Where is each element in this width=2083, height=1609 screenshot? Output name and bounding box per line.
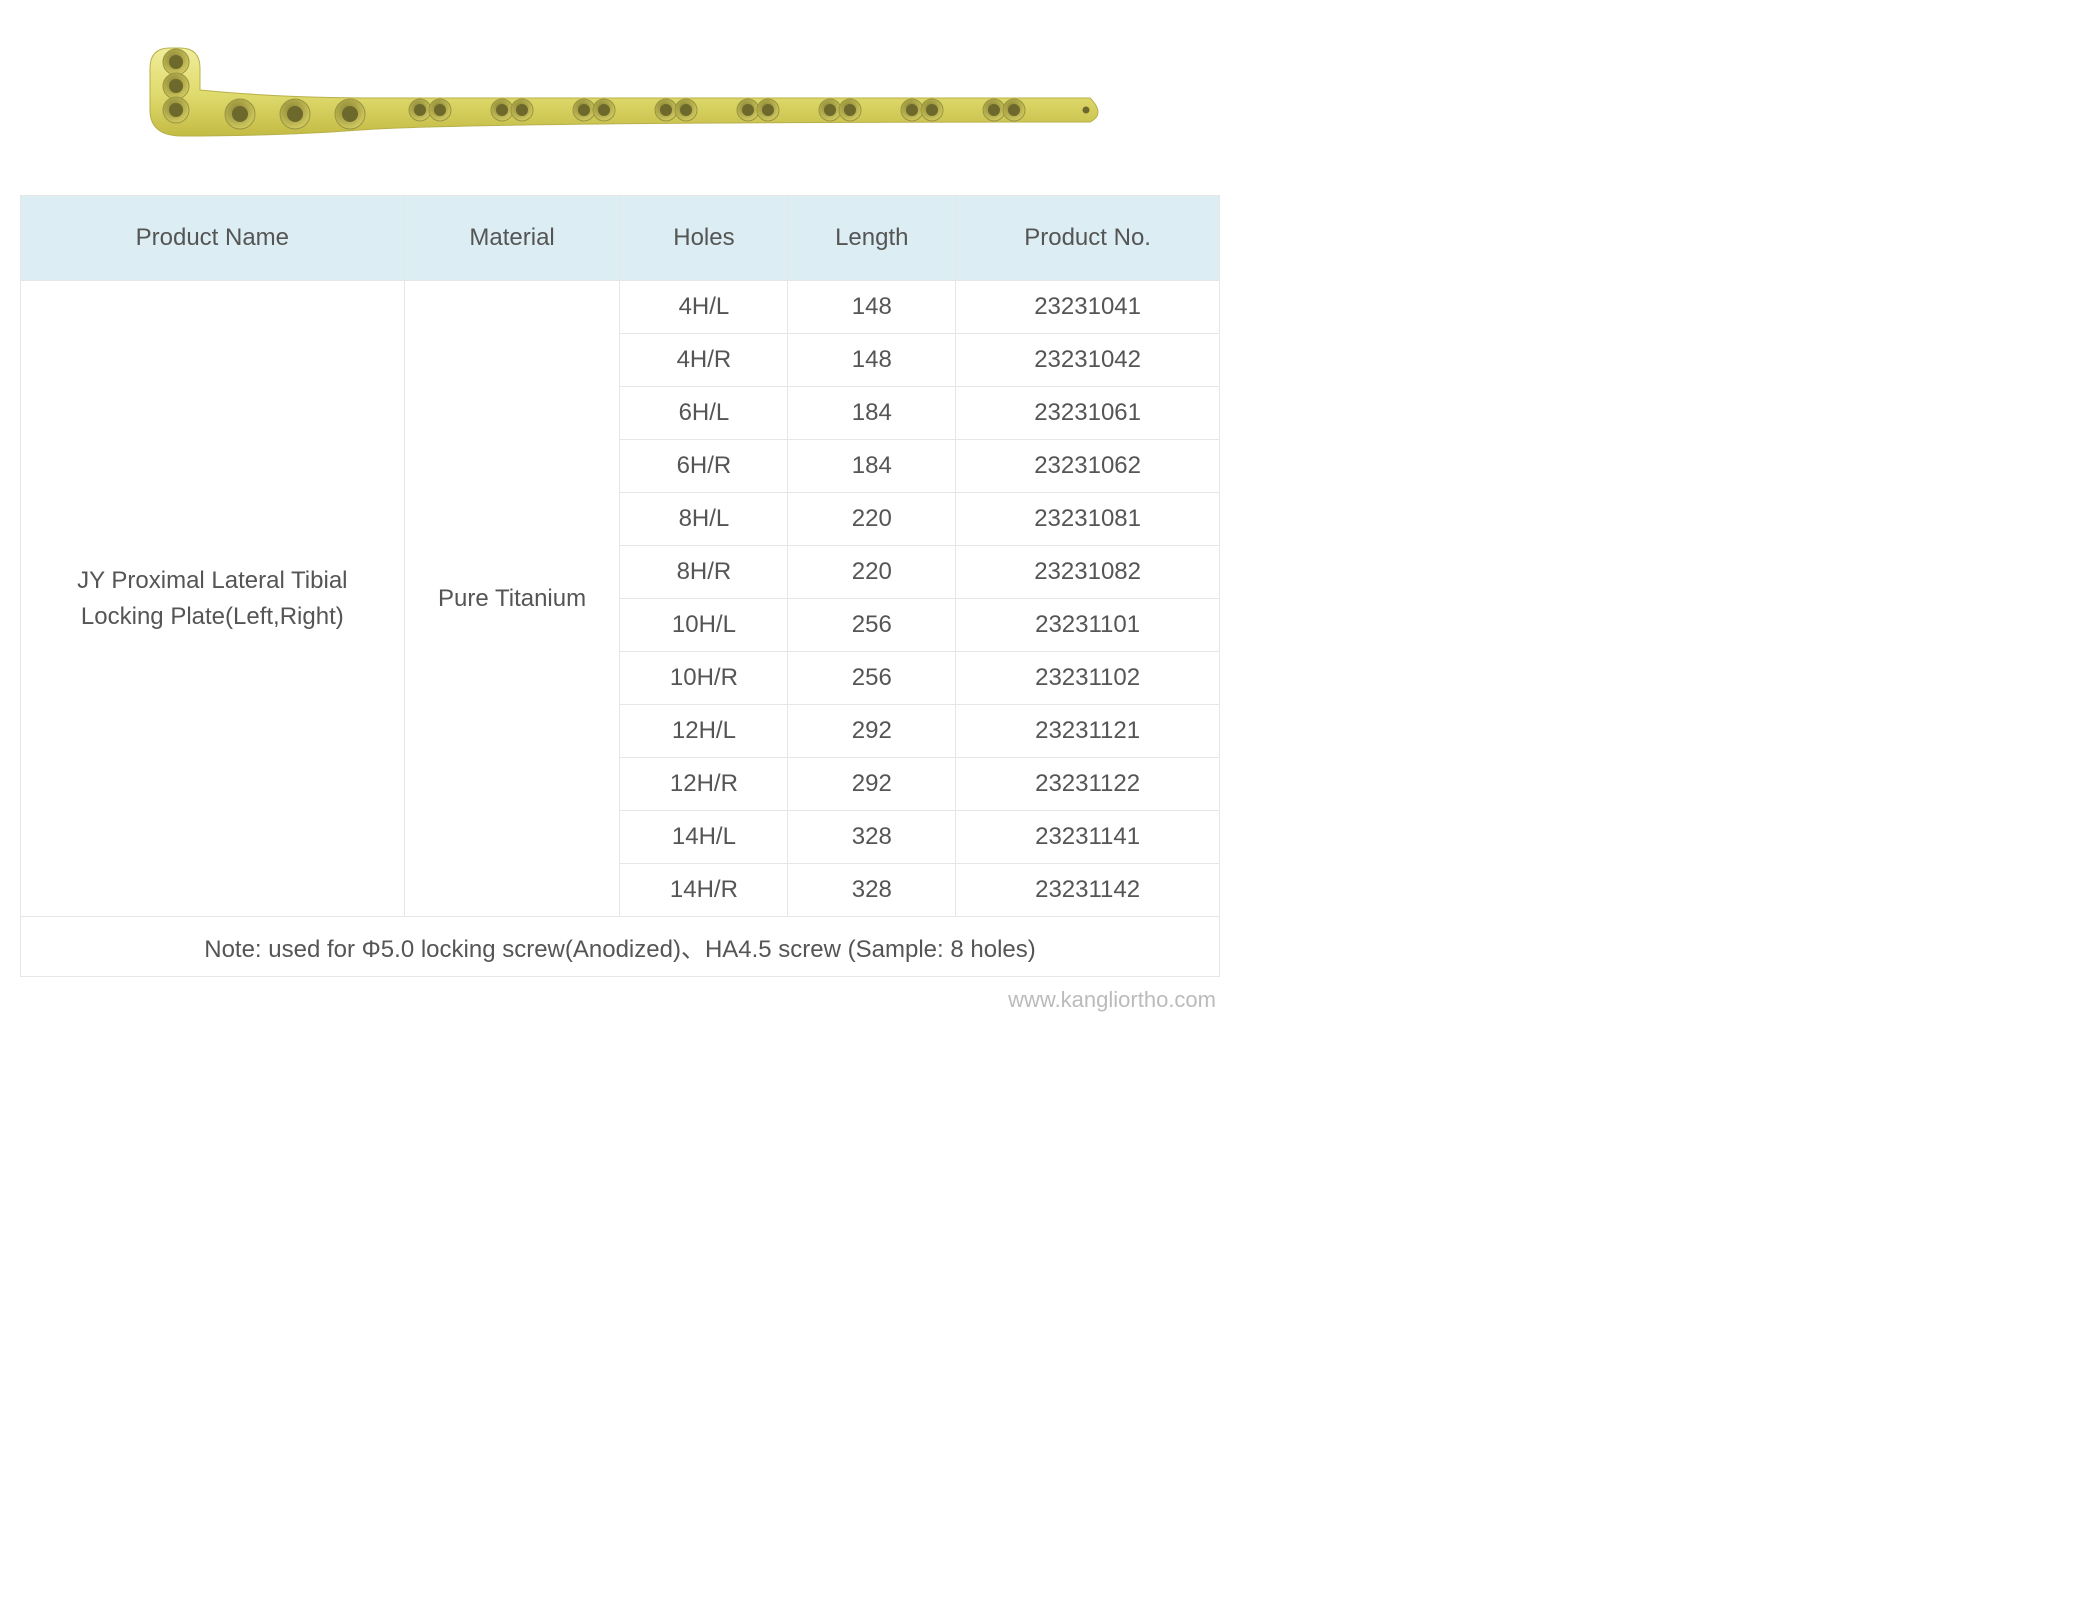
cell-length: 220 [788, 546, 956, 599]
cell-product_no: 23231062 [956, 440, 1220, 493]
note-row: Note: used for Φ5.0 locking screw(Anodiz… [21, 917, 1220, 977]
footer-url: www.kangliortho.com [20, 977, 1220, 1013]
cell-product_no: 23231042 [956, 334, 1220, 387]
plate-hole [1083, 107, 1090, 114]
col-header-2: Holes [620, 196, 788, 281]
cell-product_no: 23231061 [956, 387, 1220, 440]
plate-hole [660, 104, 672, 116]
cell-product_no: 23231142 [956, 864, 1220, 917]
cell-product_no: 23231082 [956, 546, 1220, 599]
product-name-cell: JY Proximal Lateral Tibial Locking Plate(… [21, 281, 405, 917]
cell-holes: 6H/R [620, 440, 788, 493]
cell-length: 328 [788, 864, 956, 917]
cell-product_no: 23231102 [956, 652, 1220, 705]
plate-hole [169, 79, 183, 93]
cell-length: 184 [788, 440, 956, 493]
plate-hole [578, 104, 590, 116]
cell-product_no: 23231141 [956, 811, 1220, 864]
plate-hole [906, 104, 918, 116]
cell-length: 148 [788, 334, 956, 387]
cell-product_no: 23231041 [956, 281, 1220, 334]
cell-length: 184 [788, 387, 956, 440]
plate-hole [516, 104, 528, 116]
table-row: JY Proximal Lateral TibialLocking Plate(… [21, 281, 1220, 334]
cell-product_no: 23231121 [956, 705, 1220, 758]
col-header-3: Length [788, 196, 956, 281]
cell-holes: 14H/R [620, 864, 788, 917]
plate-hole [844, 104, 856, 116]
plate-hole [287, 106, 303, 122]
plate-hole [414, 104, 426, 116]
cell-product_no: 23231101 [956, 599, 1220, 652]
plate-hole [742, 104, 754, 116]
plate-hole [169, 103, 183, 117]
cell-length: 292 [788, 758, 956, 811]
cell-length: 220 [788, 493, 956, 546]
spec-table: Product NameMaterialHolesLengthProduct N… [20, 195, 1220, 977]
plate-hole [169, 55, 183, 69]
cell-holes: 4H/L [620, 281, 788, 334]
plate-hole [926, 104, 938, 116]
cell-length: 256 [788, 652, 956, 705]
plate-hole [1008, 104, 1020, 116]
plate-hole [342, 106, 358, 122]
col-header-4: Product No. [956, 196, 1220, 281]
plate-hole [762, 104, 774, 116]
col-header-0: Product Name [21, 196, 405, 281]
plate-hole [680, 104, 692, 116]
plate-hole [496, 104, 508, 116]
cell-holes: 10H/L [620, 599, 788, 652]
cell-holes: 8H/L [620, 493, 788, 546]
plate-hole [434, 104, 446, 116]
material-cell: Pure Titanium [404, 281, 620, 917]
plate-hole [824, 104, 836, 116]
cell-holes: 12H/L [620, 705, 788, 758]
cell-length: 328 [788, 811, 956, 864]
cell-holes: 4H/R [620, 334, 788, 387]
product-name-line2: Locking Plate(Left,Right) [81, 603, 344, 630]
cell-holes: 10H/R [620, 652, 788, 705]
cell-holes: 6H/L [620, 387, 788, 440]
note-cell: Note: used for Φ5.0 locking screw(Anodiz… [21, 917, 1220, 977]
plate-hole [232, 106, 248, 122]
cell-holes: 12H/R [620, 758, 788, 811]
cell-length: 148 [788, 281, 956, 334]
cell-holes: 14H/L [620, 811, 788, 864]
product-name-line1: JY Proximal Lateral Tibial [77, 567, 347, 594]
table-header-row: Product NameMaterialHolesLengthProduct N… [21, 196, 1220, 281]
cell-holes: 8H/R [620, 546, 788, 599]
cell-length: 292 [788, 705, 956, 758]
cell-product_no: 23231122 [956, 758, 1220, 811]
product-plate-image [20, 20, 1220, 195]
col-header-1: Material [404, 196, 620, 281]
plate-hole [988, 104, 1000, 116]
cell-length: 256 [788, 599, 956, 652]
plate-hole [598, 104, 610, 116]
cell-product_no: 23231081 [956, 493, 1220, 546]
